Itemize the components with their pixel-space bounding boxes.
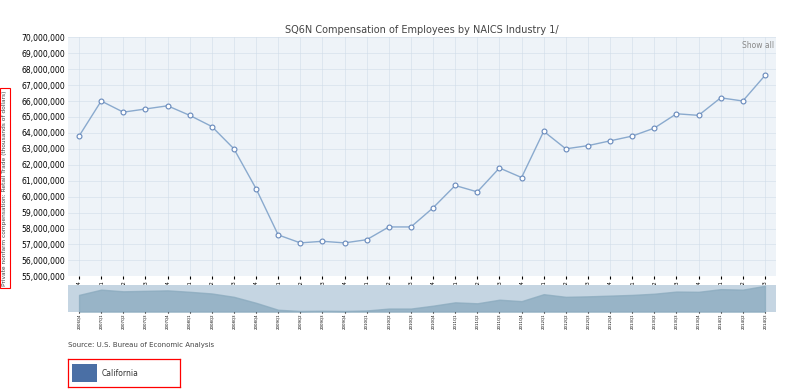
Text: Private nonfarm compensation: Retail Trade (thousands of dollars): Private nonfarm compensation: Retail Tra… [2, 91, 7, 286]
Text: California: California [102, 369, 138, 377]
Text: Show all: Show all [742, 41, 774, 50]
Title: SQ6N Compensation of Employees by NAICS Industry 1/: SQ6N Compensation of Employees by NAICS … [285, 25, 559, 35]
Bar [73, 364, 97, 382]
Text: Source: U.S. Bureau of Economic Analysis: Source: U.S. Bureau of Economic Analysis [68, 342, 214, 348]
